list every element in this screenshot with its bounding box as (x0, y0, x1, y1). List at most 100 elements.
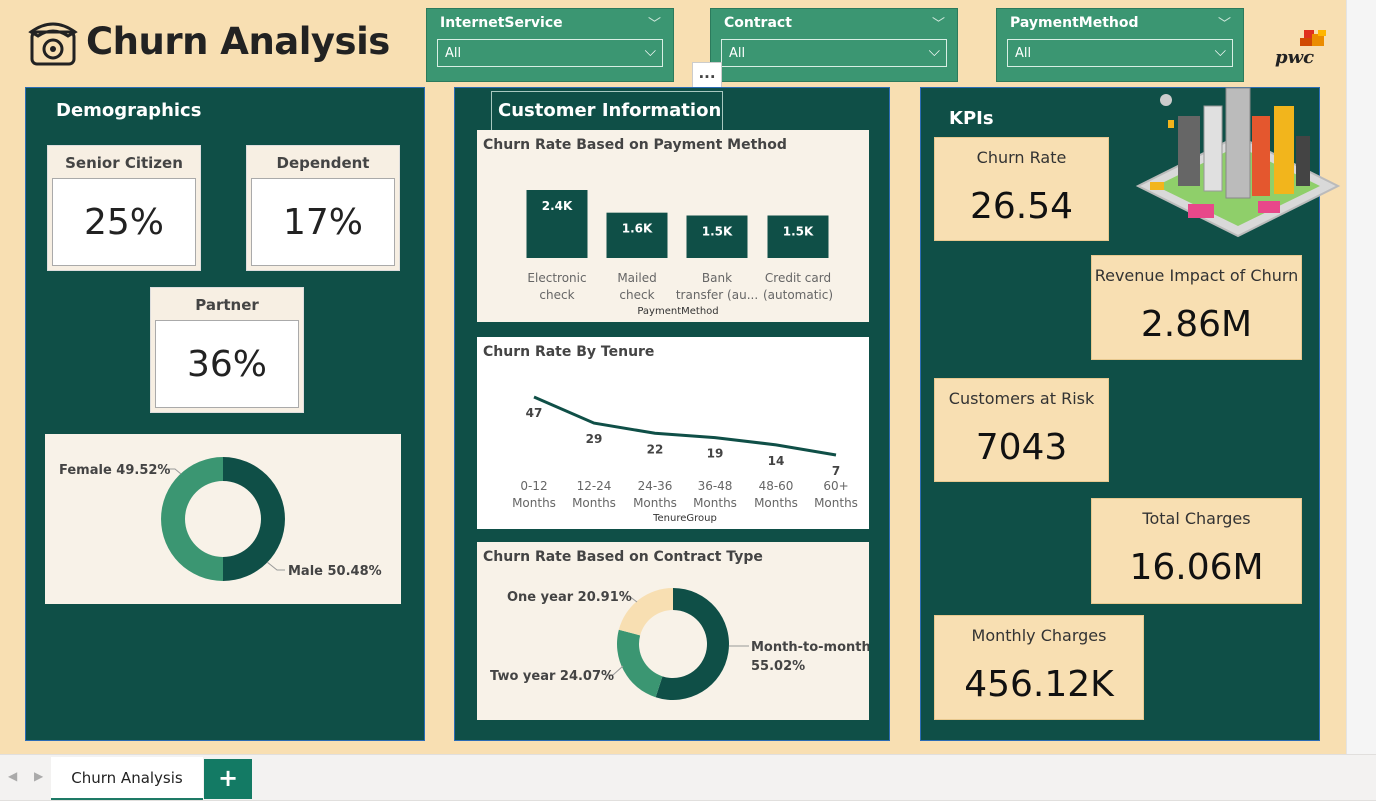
tenure-line-svg: 47 0-12 Months 29 12-24 Months 22 24-36 Months 19… (512, 395, 858, 524)
next-page-icon[interactable]: ▶ (34, 769, 44, 783)
x-tick-label: Months (633, 496, 677, 510)
previous-page-icon[interactable]: ◀ (8, 769, 18, 783)
monthly-charges-label: Monthly Charges (971, 626, 1107, 645)
x-tick-label: (automatic) (763, 288, 833, 302)
kpi-heading: KPIs (949, 108, 994, 129)
status-bar (0, 800, 1376, 811)
slicer-title: InternetService (440, 15, 563, 31)
add-page-button[interactable]: + (204, 759, 252, 799)
contract-donut-svg: Month-to-month 55.02% Two year 24.07% One y… (490, 588, 869, 700)
page-tab-bar: ◀ ▶ Churn Analysis + (0, 754, 1376, 801)
x-tick-label: 36-48 (698, 479, 733, 493)
chevron-down-icon[interactable]: ﹀ (647, 17, 661, 32)
internet-service-dropdown[interactable]: All ⌵ (437, 39, 663, 67)
x-tick-label: 60+ (823, 479, 848, 493)
donut-slice-male[interactable] (223, 457, 285, 581)
x-tick-label: Credit card (765, 271, 831, 285)
senior-citizen-card[interactable]: Senior Citizen 25% (47, 145, 201, 271)
x-tick-label: Months (693, 496, 737, 510)
x-tick-label: 48-60 (759, 479, 794, 493)
bar-1[interactable] (606, 212, 668, 258)
payment-chart-title: Churn Rate Based on Payment Method (483, 137, 787, 153)
telephone-icon (28, 22, 78, 66)
contract-type-chart[interactable]: Churn Rate Based on Contract Type Month-… (477, 542, 869, 720)
x-tick-label: Electronic (527, 271, 586, 285)
tab-churn-analysis[interactable]: Churn Analysis (51, 757, 203, 801)
dependent-label: Dependent (276, 154, 370, 172)
vertical-scrollbar[interactable] (1346, 0, 1376, 754)
point-data-label: 19 (707, 447, 724, 461)
revenue-impact-card[interactable]: Revenue Impact of Churn 2.86M (1091, 255, 1302, 360)
month-to-month-data-label: Month-to-month (751, 640, 869, 655)
x-tick-label: Months (572, 496, 616, 510)
gender-donut-chart[interactable]: Female 49.52% Male 50.48% (45, 434, 401, 604)
bar-data-label: 2.4K (542, 199, 573, 213)
more-options-button[interactable]: ... (692, 62, 722, 88)
page-title: Churn Analysis (86, 20, 390, 63)
pwc-logo-icon (1300, 30, 1326, 46)
report-canvas: Churn Analysis InternetService ﹀ All ⌵ C… (0, 0, 1346, 754)
bar-3[interactable] (767, 215, 829, 259)
partner-value: 36% (186, 344, 267, 385)
x-tick-label: Mailed (617, 271, 656, 285)
month-to-month-data-value: 55.02% (751, 659, 805, 674)
leader-line (163, 468, 182, 475)
pwc-logo-text: pwc (1275, 47, 1315, 68)
x-tick-label: check (539, 288, 574, 302)
point-data-label: 14 (768, 454, 785, 468)
senior-citizen-value-box: 25% (52, 178, 196, 266)
bar-2[interactable] (686, 215, 748, 259)
customers-at-risk-card[interactable]: Customers at Risk 7043 (934, 378, 1109, 482)
x-tick-label: Months (754, 496, 798, 510)
donut-slice-female[interactable] (161, 457, 223, 581)
point-data-label: 29 (586, 432, 603, 446)
slicer-title: Contract (724, 15, 792, 31)
demographics-heading: Demographics (56, 100, 202, 121)
donut-slice-2[interactable] (618, 588, 673, 636)
partner-card[interactable]: Partner 36% (150, 287, 304, 413)
bar-data-label: 1.6K (622, 222, 653, 236)
total-charges-card[interactable]: Total Charges 16.06M (1091, 498, 1302, 604)
monthly-charges-value: 456.12K (964, 664, 1114, 705)
chevron-down-icon[interactable]: ﹀ (931, 17, 945, 32)
city-illustration-icon (1135, 87, 1341, 238)
slicer-value: All (445, 46, 462, 61)
revenue-impact-label: Revenue Impact of Churn (1094, 266, 1299, 285)
customers-at-risk-value: 7043 (975, 427, 1068, 468)
tenure-chart[interactable]: Churn Rate By Tenure 47 0-12 Months 29 12-24… (477, 337, 869, 529)
chevron-down-icon[interactable]: ⌵ (644, 42, 656, 60)
payment-method-dropdown[interactable]: All ⌵ (1007, 39, 1233, 67)
churn-rate-value: 26.54 (969, 186, 1074, 227)
churn-rate-label: Churn Rate (976, 148, 1067, 167)
payment-method-chart[interactable]: Churn Rate Based on Payment Method 2.4K E… (477, 130, 869, 322)
donut-slice-0[interactable] (655, 588, 729, 700)
chevron-down-icon[interactable]: ⌵ (928, 42, 940, 60)
chevron-down-icon[interactable]: ﹀ (1217, 17, 1231, 32)
chevron-down-icon[interactable]: ⌵ (1214, 42, 1226, 60)
dependent-card[interactable]: Dependent 17% (246, 145, 400, 271)
x-tick-label: transfer (au... (676, 288, 758, 302)
leader-line (621, 595, 638, 603)
bar-data-label: 1.5K (702, 225, 733, 239)
contract-dropdown[interactable]: All ⌵ (721, 39, 947, 67)
revenue-impact-value: 2.86M (1140, 304, 1253, 345)
total-charges-value: 16.06M (1129, 547, 1264, 588)
slicer-internet-service[interactable]: InternetService ﹀ All ⌵ (426, 8, 674, 82)
bar-0[interactable] (526, 190, 588, 258)
x-axis-title: TenureGroup (652, 513, 717, 524)
slicer-title: PaymentMethod (1010, 15, 1139, 31)
monthly-charges-card[interactable]: Monthly Charges 456.12K (934, 615, 1144, 720)
slicer-value: All (1015, 46, 1032, 61)
dependent-value-box: 17% (251, 178, 395, 266)
donut-slice-1[interactable] (617, 629, 663, 698)
slicer-payment-method[interactable]: PaymentMethod ﹀ All ⌵ (996, 8, 1244, 82)
point-data-label: 22 (647, 442, 664, 456)
customers-at-risk-label: Customers at Risk (948, 389, 1095, 408)
slicer-contract[interactable]: Contract ﹀ All ⌵ (710, 8, 958, 82)
tenure-series-line[interactable] (533, 395, 837, 457)
x-tick-label: Months (512, 496, 556, 510)
x-tick-label: check (619, 288, 654, 302)
partner-value-box: 36% (155, 320, 299, 408)
two-year-data-label: Two year 24.07% (490, 669, 614, 684)
churn-rate-card[interactable]: Churn Rate 26.54 (934, 137, 1109, 241)
